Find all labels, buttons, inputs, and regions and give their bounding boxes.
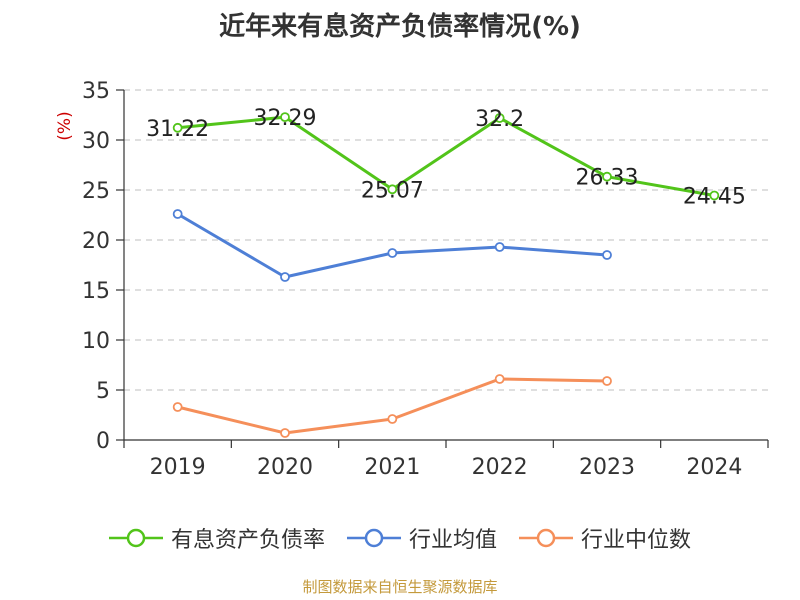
legend-marker-icon bbox=[346, 528, 401, 548]
data-point bbox=[709, 190, 720, 201]
data-point bbox=[172, 122, 183, 133]
data-point bbox=[280, 272, 290, 282]
data-point bbox=[387, 248, 398, 258]
y-tick-label: 25 bbox=[82, 179, 110, 204]
x-tick-label: 2022 bbox=[472, 455, 528, 480]
data-label: 25.07 bbox=[361, 178, 424, 203]
data-point bbox=[602, 171, 612, 182]
legend-marker-icon bbox=[519, 528, 573, 548]
x-tick-label: 2020 bbox=[257, 455, 313, 480]
data-label: 24.45 bbox=[683, 185, 746, 210]
data-source-note: 制图数据来自恒生聚源数据库 bbox=[302, 578, 498, 596]
legend-item-interest-bearing-debt-ratio[interactable]: 有息资产负债率 bbox=[108, 522, 325, 554]
y-axis-label: (%) bbox=[55, 111, 75, 140]
series-line bbox=[176, 212, 608, 279]
y-tick-label: 15 bbox=[82, 279, 110, 304]
y-tick-label: 30 bbox=[82, 129, 110, 154]
data-point bbox=[172, 402, 183, 412]
legend-label: 行业中位数 bbox=[581, 528, 692, 553]
x-tick-label: 2019 bbox=[150, 455, 206, 480]
data-point bbox=[280, 112, 290, 122]
data-point bbox=[494, 113, 505, 123]
legend-item-industry-average[interactable]: 行业均值 bbox=[346, 522, 497, 554]
chart-legend: 有息资产负债率 行业均值 行业中位数 bbox=[0, 520, 800, 556]
chart-title: 近年来有息资产负债率情况(%) bbox=[219, 12, 581, 42]
data-point bbox=[494, 242, 505, 252]
data-label: 32.29 bbox=[254, 106, 317, 131]
y-tick-label: 10 bbox=[82, 329, 110, 354]
legend-item-industry-median[interactable]: 行业中位数 bbox=[519, 522, 691, 554]
data-point bbox=[387, 414, 398, 424]
legend-label: 有息资产负债率 bbox=[170, 528, 325, 553]
data-point bbox=[494, 374, 505, 384]
data-point bbox=[280, 428, 290, 438]
x-tick-label: 2024 bbox=[686, 455, 742, 480]
data-label: 26.33 bbox=[576, 166, 639, 191]
data-label: 31.22 bbox=[146, 117, 209, 142]
legend-label: 行业均值 bbox=[408, 528, 497, 553]
data-point bbox=[172, 209, 183, 219]
y-tick-label: 35 bbox=[82, 79, 110, 104]
y-tick-label: 0 bbox=[96, 429, 110, 454]
x-tick-label: 2021 bbox=[364, 455, 420, 480]
series-line bbox=[177, 377, 608, 435]
data-point bbox=[387, 184, 398, 195]
x-tick-label: 2023 bbox=[579, 455, 635, 480]
data-point bbox=[602, 250, 612, 260]
data-label: 32.2 bbox=[475, 107, 524, 132]
data-point bbox=[602, 376, 612, 386]
legend-marker-icon bbox=[108, 528, 163, 548]
series-line bbox=[177, 115, 715, 197]
y-tick-label: 5 bbox=[96, 379, 110, 404]
y-tick-label: 20 bbox=[82, 229, 110, 254]
